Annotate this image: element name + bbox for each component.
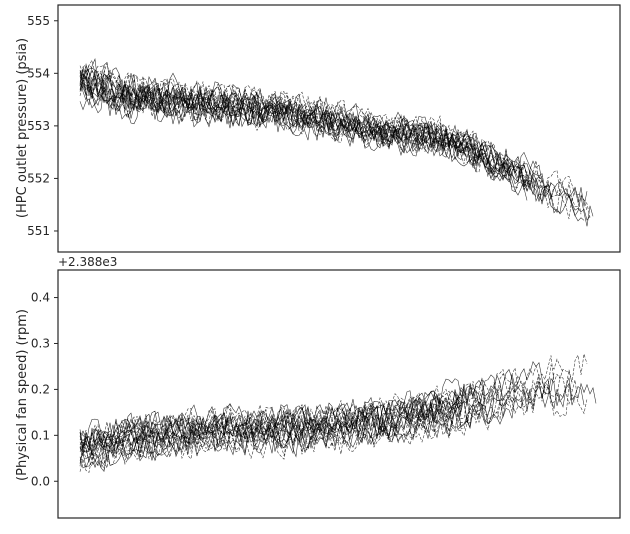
series-line — [79, 65, 462, 148]
series-line — [79, 369, 573, 467]
series-line — [79, 377, 585, 467]
series-line — [79, 59, 588, 211]
hpc-pressure-series-group — [79, 58, 594, 227]
series-line — [79, 70, 552, 198]
fan-speed-panel: 0.0 0.1 0.2 0.3 0.4 (Physical fan speed) (rp… — [15, 255, 621, 519]
fan-speed-offset-text: +2.388e3 — [58, 255, 117, 269]
series-line — [79, 379, 588, 470]
series-line — [79, 385, 468, 453]
y-tick-label: 0.3 — [31, 336, 50, 350]
series-line — [79, 64, 501, 161]
series-line — [79, 65, 582, 215]
y-tick-label: 0.2 — [31, 382, 50, 396]
series-line — [79, 63, 555, 199]
y-tick-label: 0.0 — [31, 474, 50, 488]
series-line — [79, 70, 507, 178]
y-tick-label: 553 — [27, 119, 50, 133]
y-tick-label: 551 — [27, 224, 50, 238]
series-line — [79, 401, 510, 473]
series-line — [79, 390, 462, 453]
series-line — [79, 85, 585, 222]
series-line — [79, 374, 576, 464]
fan-speed-series-group — [79, 353, 597, 473]
hpc-pressure-panel: 551 552 553 554 555 (HPC outlet pressure) (p… — [15, 4, 621, 253]
y-tick-label: 555 — [27, 14, 50, 28]
fan-speed-axes-frame — [57, 269, 621, 519]
series-line — [79, 69, 594, 227]
series-line — [79, 378, 597, 469]
series-line — [79, 82, 548, 202]
series-line — [79, 73, 591, 220]
fan-speed-y-axis-label: (Physical fan speed) (rpm) — [15, 309, 30, 481]
series-line — [79, 387, 495, 454]
hpc-pressure-y-axis-label: (HPC outlet pressure) (psia) — [15, 38, 30, 218]
y-tick-label: 554 — [27, 66, 50, 80]
y-tick-label: 0.4 — [31, 291, 50, 305]
series-line — [79, 353, 588, 452]
hpc-pressure-axes-frame — [57, 4, 621, 253]
series-line — [79, 79, 528, 190]
hpc-pressure-y-ticks: 551 552 553 554 555 — [27, 14, 58, 238]
y-tick-label: 552 — [27, 171, 50, 185]
series-line — [79, 378, 465, 448]
fan-speed-y-ticks: 0.0 0.1 0.2 0.3 0.4 — [31, 291, 58, 488]
y-tick-label: 0.1 — [31, 428, 50, 442]
series-line — [79, 368, 519, 457]
